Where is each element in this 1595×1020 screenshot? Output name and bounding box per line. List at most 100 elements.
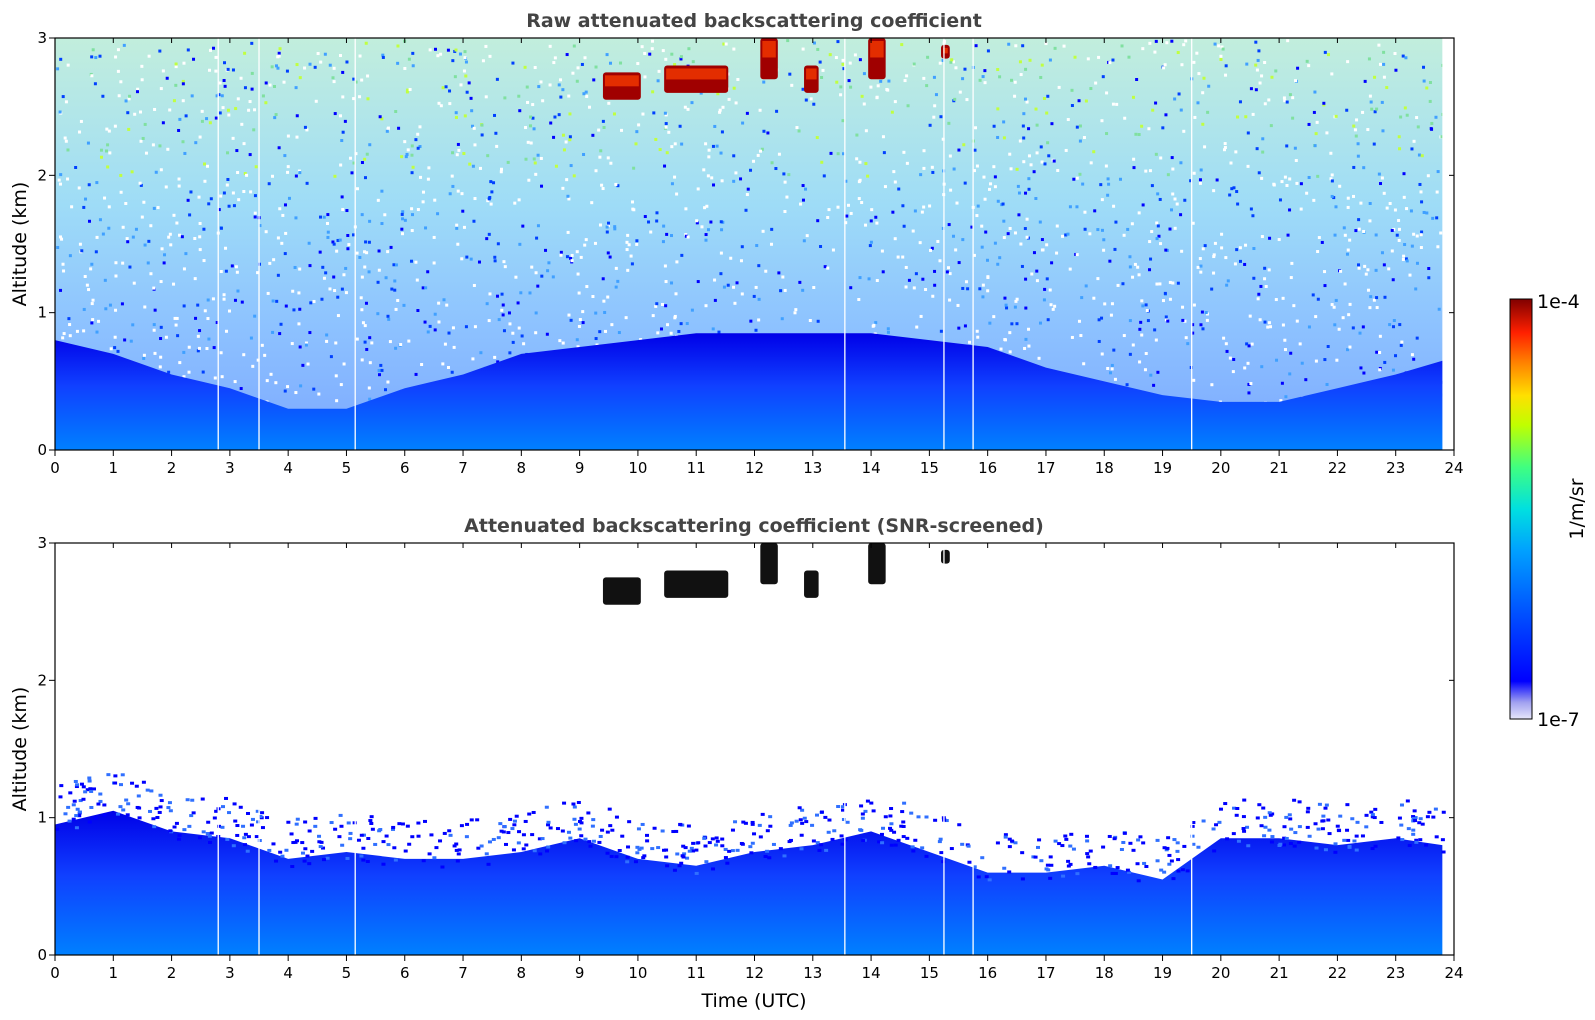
screened-pixel [1063,834,1068,838]
noise-pixel [299,384,303,388]
noise-pixel [534,271,538,275]
noise-pixel [1426,174,1430,178]
noise-pixel [184,114,188,118]
noise-pixel [968,340,972,344]
noise-pixel [141,136,145,140]
noise-pixel [1154,338,1158,342]
noise-pixel [1078,139,1082,143]
screened-pixel [757,823,762,827]
cloud-layers [602,543,950,605]
noise-pixel [980,245,984,249]
screened-pixel [685,856,690,860]
noise-pixel [256,271,260,275]
noise-pixel [1219,54,1223,58]
noise-pixel [608,255,612,259]
noise-pixel [593,241,597,245]
noise-pixel [1295,181,1299,185]
noise-pixel [156,206,160,210]
noise-pixel [933,283,937,287]
noise-pixel [1334,114,1338,118]
screened-pixel [459,824,464,828]
noise-pixel [365,251,369,255]
screened-pixel [250,817,255,821]
noise-pixel [1247,391,1251,395]
noise-pixel [124,99,128,103]
noise-pixel [720,130,724,134]
noise-pixel [1352,194,1356,198]
noise-pixel [686,107,690,111]
noise-pixel [426,177,430,181]
screened-pixel [1413,816,1418,820]
screened-pixel [1141,841,1146,845]
cloud-core [943,47,948,54]
noise-pixel [1192,171,1196,175]
noise-pixel [1235,248,1239,252]
x-tick-label: 14 [862,964,881,982]
noise-pixel [1415,234,1419,238]
noise-pixel [473,143,477,147]
screened-pixel [893,843,898,847]
screened-pixel [521,847,526,851]
noise-pixel [1115,102,1119,106]
noise-pixel [1220,246,1224,250]
noise-pixel [1436,170,1440,174]
noise-pixel [1196,265,1200,269]
noise-pixel [489,202,493,206]
noise-pixel [712,183,716,187]
screened-pixel [662,848,667,852]
noise-pixel [333,174,337,178]
noise-pixel [606,156,610,160]
noise-pixel [1420,200,1424,204]
noise-pixel [548,44,552,48]
noise-pixel [340,139,344,143]
noise-pixel [983,69,987,73]
y-tick-label: 1 [37,304,47,322]
noise-pixel [1353,128,1357,132]
screened-pixel [106,773,111,777]
noise-pixel [493,259,497,263]
noise-pixel [1391,368,1395,372]
noise-pixel [1159,156,1163,160]
noise-pixel [394,110,398,114]
noise-pixel [214,55,218,59]
noise-pixel [816,219,820,223]
screened-pixel [423,819,428,823]
noise-pixel [1374,268,1378,272]
screened-pixel [590,824,595,828]
noise-pixel [338,54,342,58]
noise-pixel [1168,280,1172,284]
screened-pixel [496,836,501,840]
noise-pixel [726,283,730,287]
noise-pixel [437,101,441,105]
screened-pixel [752,832,757,836]
noise-pixel [1224,73,1228,77]
screened-pixel [172,825,177,829]
noise-pixel [223,61,227,65]
noise-pixel [1003,338,1007,342]
noise-pixel [655,219,659,223]
noise-pixel [339,114,343,118]
noise-pixel [139,183,143,187]
screened-pixel [1261,806,1266,810]
noise-pixel [872,323,876,327]
noise-pixel [1179,108,1183,112]
noise-pixel [322,276,326,280]
noise-pixel [306,362,310,366]
noise-pixel [152,323,156,327]
noise-pixel [1158,282,1162,286]
noise-pixel [575,338,579,342]
screened-pixel [113,774,118,778]
screened-pixel [1342,838,1347,842]
noise-pixel [1368,306,1372,310]
noise-pixel [93,82,97,86]
noise-pixel [1267,321,1271,325]
screened-pixel [293,840,298,844]
noise-pixel [1128,265,1132,269]
x-axis: 0 1 2 3 4 5 6 7 8 9 10 11 12 13 14 15 16 17 18 19 20 21 22 23 24 [50,38,1464,477]
noise-pixel [1149,257,1153,261]
noise-pixel [1068,205,1072,209]
noise-pixel [992,165,996,169]
noise-pixel [566,230,570,234]
noise-pixel [1024,306,1028,310]
noise-pixel [276,66,280,70]
